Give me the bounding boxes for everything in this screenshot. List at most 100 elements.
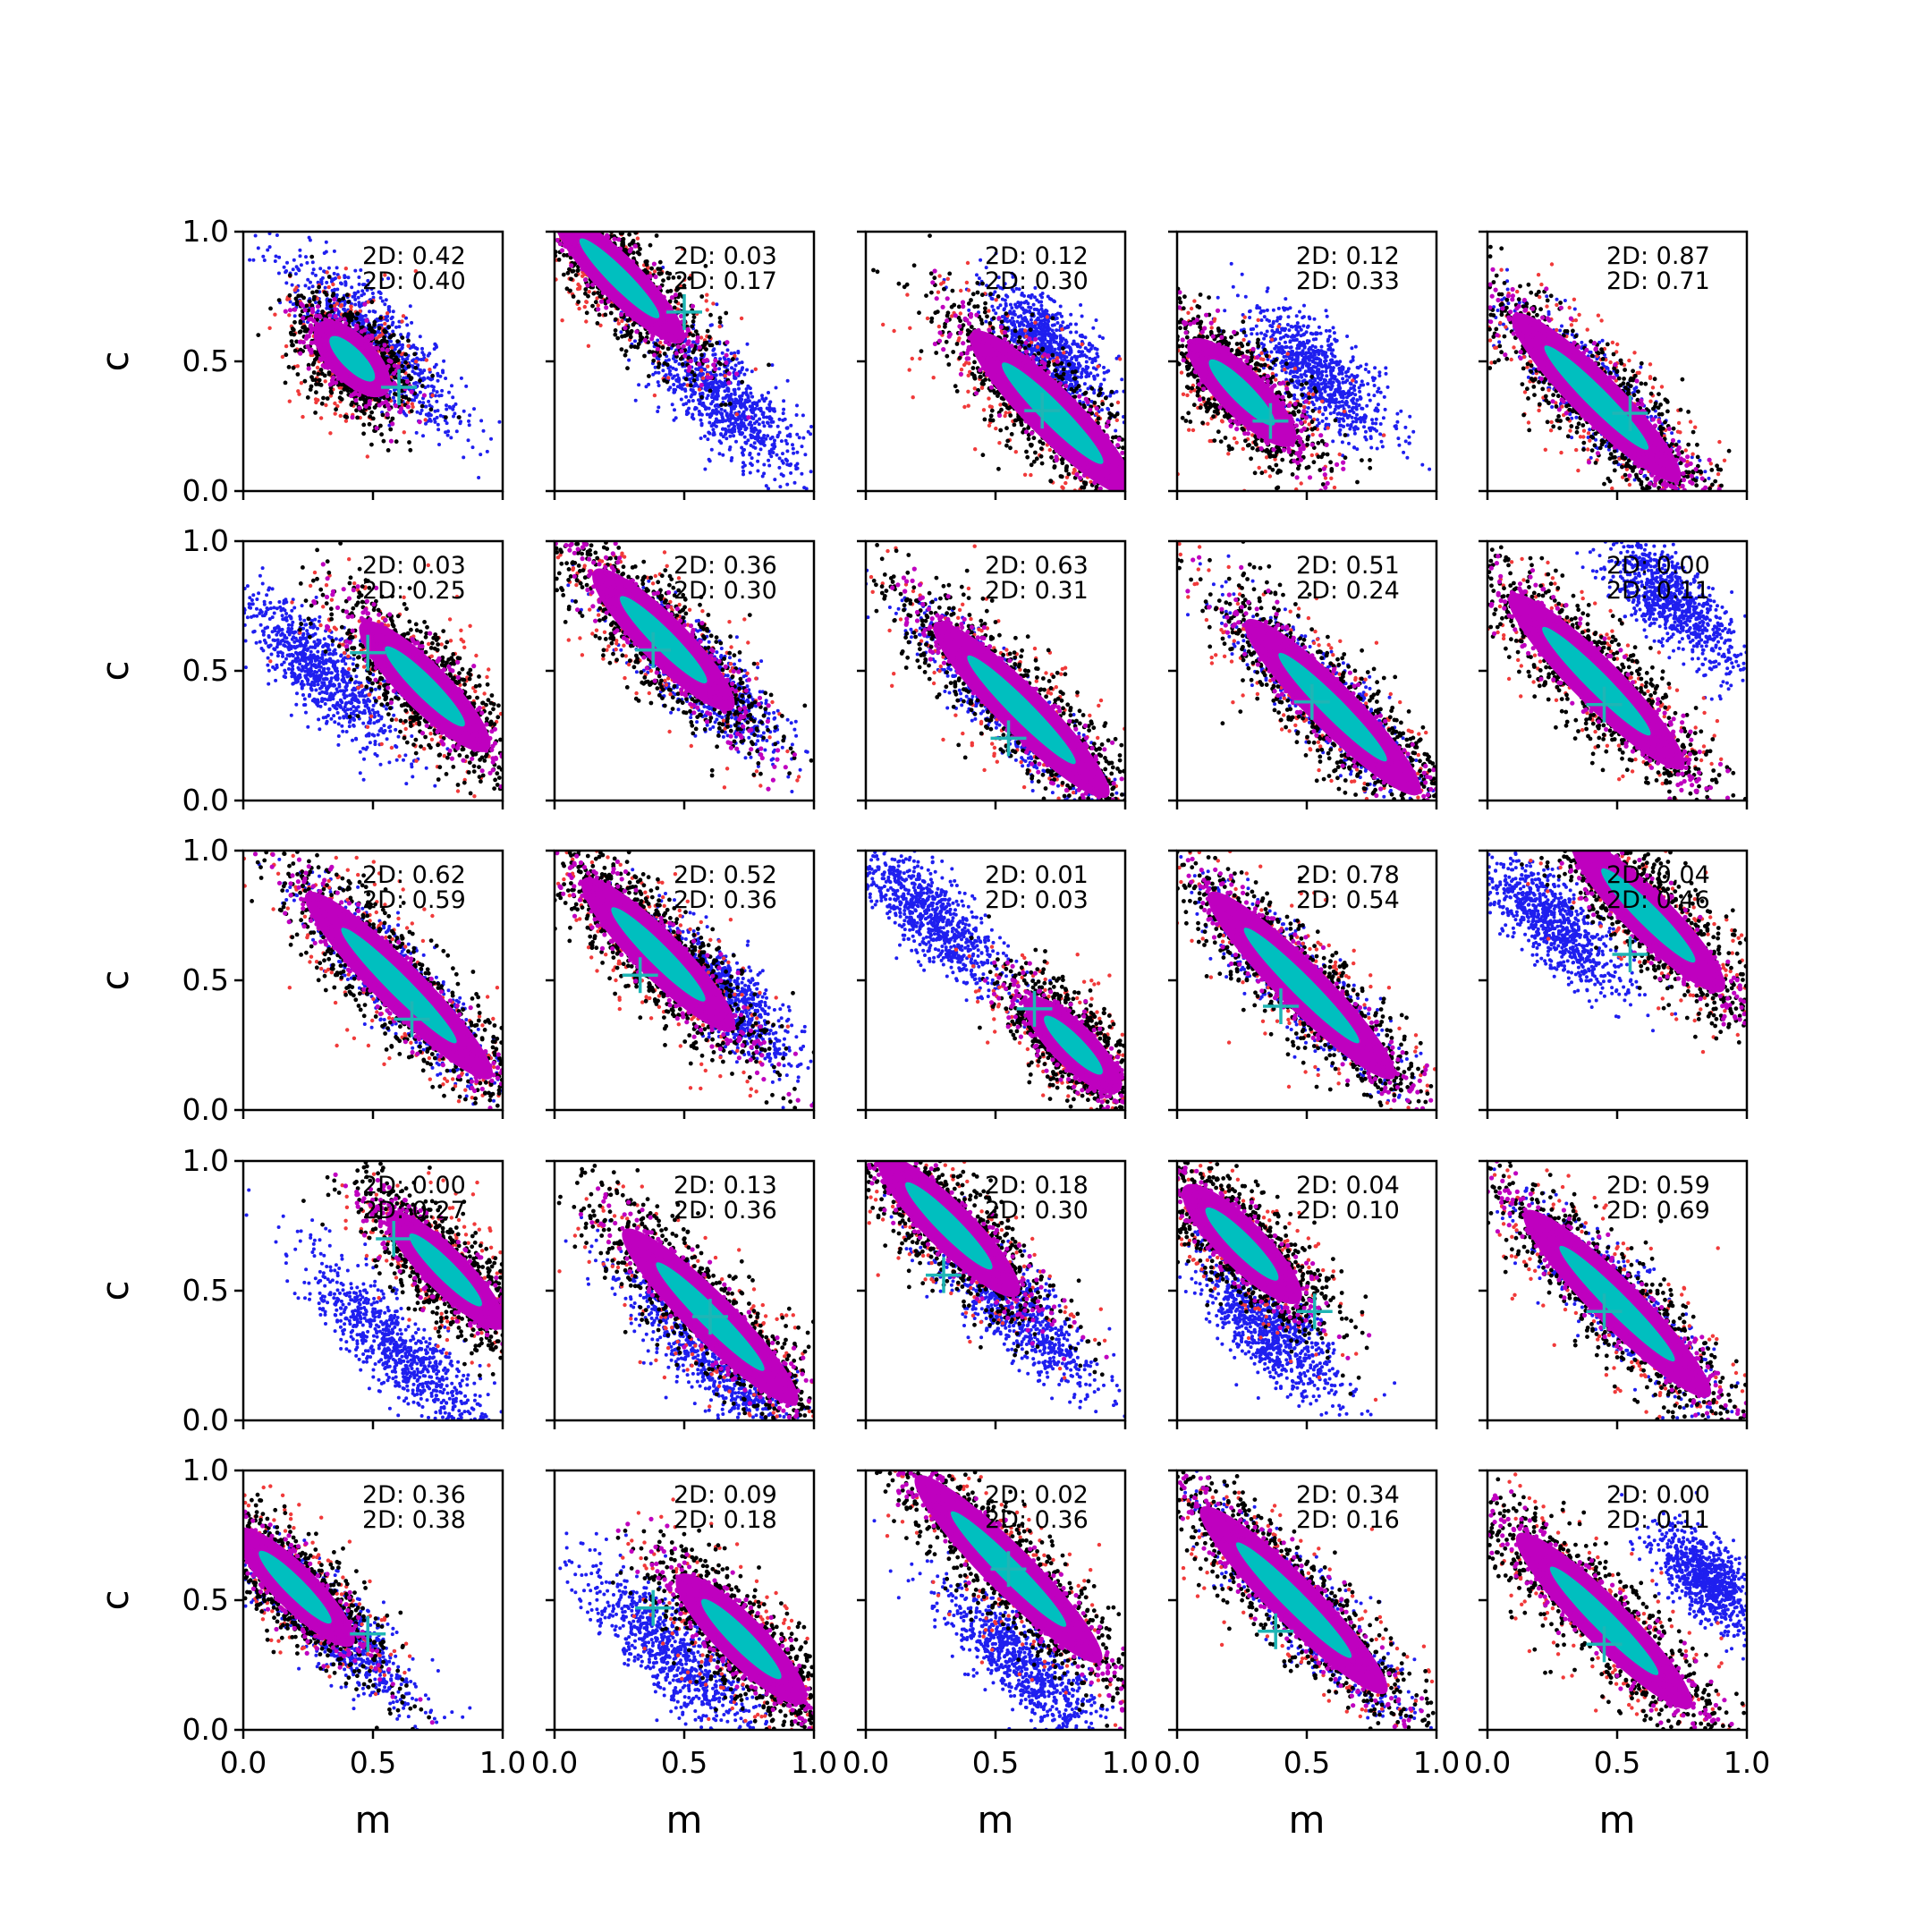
magenta-point [318,314,323,319]
magenta-point [672,336,677,342]
magenta-point [339,378,344,384]
blue-point [769,454,774,459]
magenta-point [624,265,630,270]
black-point [657,353,662,358]
magenta-point [685,327,691,333]
red-point [337,275,342,280]
magenta-point [308,324,313,329]
blue-point [657,370,661,375]
blue-point [738,394,741,399]
blue-point [791,446,795,451]
blue-point [749,391,753,395]
black-point [309,254,315,259]
magenta-point [350,328,355,334]
magenta-point [322,322,327,327]
magenta-point [661,316,666,321]
black-point [369,300,375,305]
blue-point [674,387,678,392]
black-point [298,329,303,335]
blue-point [717,379,722,384]
magenta-point [629,246,634,251]
blue-point [356,290,360,294]
blue-point [713,352,717,357]
blue-point [714,407,718,411]
magenta-point [595,241,600,247]
red-point [335,403,340,409]
blue-point [795,432,800,436]
blue-point [720,351,724,355]
red-point [331,282,335,287]
magenta-point [582,277,589,283]
blue-point [458,421,462,426]
black-point [623,352,628,358]
magenta-point [607,287,613,292]
blue-point [740,432,743,436]
black-point [691,319,696,324]
magenta-point [382,364,388,370]
black-point [596,291,600,295]
blue-point [1070,356,1074,360]
blue-point [431,385,436,389]
magenta-point [322,345,327,351]
blue-point [450,384,453,388]
blue-point [717,439,722,444]
blue-point [678,383,682,387]
blue-point [762,415,766,419]
blue-point [690,393,694,397]
blue-point [335,287,340,292]
magenta-point [352,386,358,391]
black-point [292,319,297,325]
black-point [619,347,624,352]
blue-point [777,456,782,461]
blue-point [738,416,742,420]
blue-point [730,397,734,402]
blue-point [704,407,708,411]
magenta-point [341,331,346,336]
black-point [717,319,723,325]
blue-point [441,369,445,373]
blue-point [443,419,447,422]
blue-point [404,316,408,320]
black-point [368,414,373,419]
blue-point [451,395,455,400]
red-point [620,318,624,324]
black-point [392,351,396,356]
blue-point [740,368,744,372]
magenta-point [713,358,718,363]
magenta-point [626,311,631,317]
blue-point [791,443,794,447]
blue-point [691,399,695,402]
magenta-point [635,278,641,284]
magenta-point [379,390,385,395]
blue-point [724,436,729,441]
blue-point [767,409,772,413]
red-point [383,273,387,277]
blue-point [767,487,770,491]
blue-point [686,411,691,415]
blue-point [768,400,773,404]
magenta-point [669,295,675,301]
magenta-point [667,304,673,309]
blue-point [733,376,738,380]
blue-point [709,447,714,452]
blue-point [671,376,675,380]
blue-point [275,233,279,237]
black-point [683,377,689,382]
blue-point [695,367,699,371]
blue-point [276,271,281,275]
blue-point [774,386,778,390]
magenta-point [598,299,605,304]
black-point [716,360,721,365]
black-point [403,352,408,357]
black-point [556,258,562,262]
blue-point [386,276,391,281]
blue-point [666,366,671,370]
blue-point [314,301,318,305]
blue-point [712,411,716,415]
blue-point [779,439,784,444]
blue-point [742,372,747,377]
magenta-point [724,352,729,358]
blue-point [335,266,339,270]
blue-point [723,409,727,413]
magenta-point [598,273,604,278]
